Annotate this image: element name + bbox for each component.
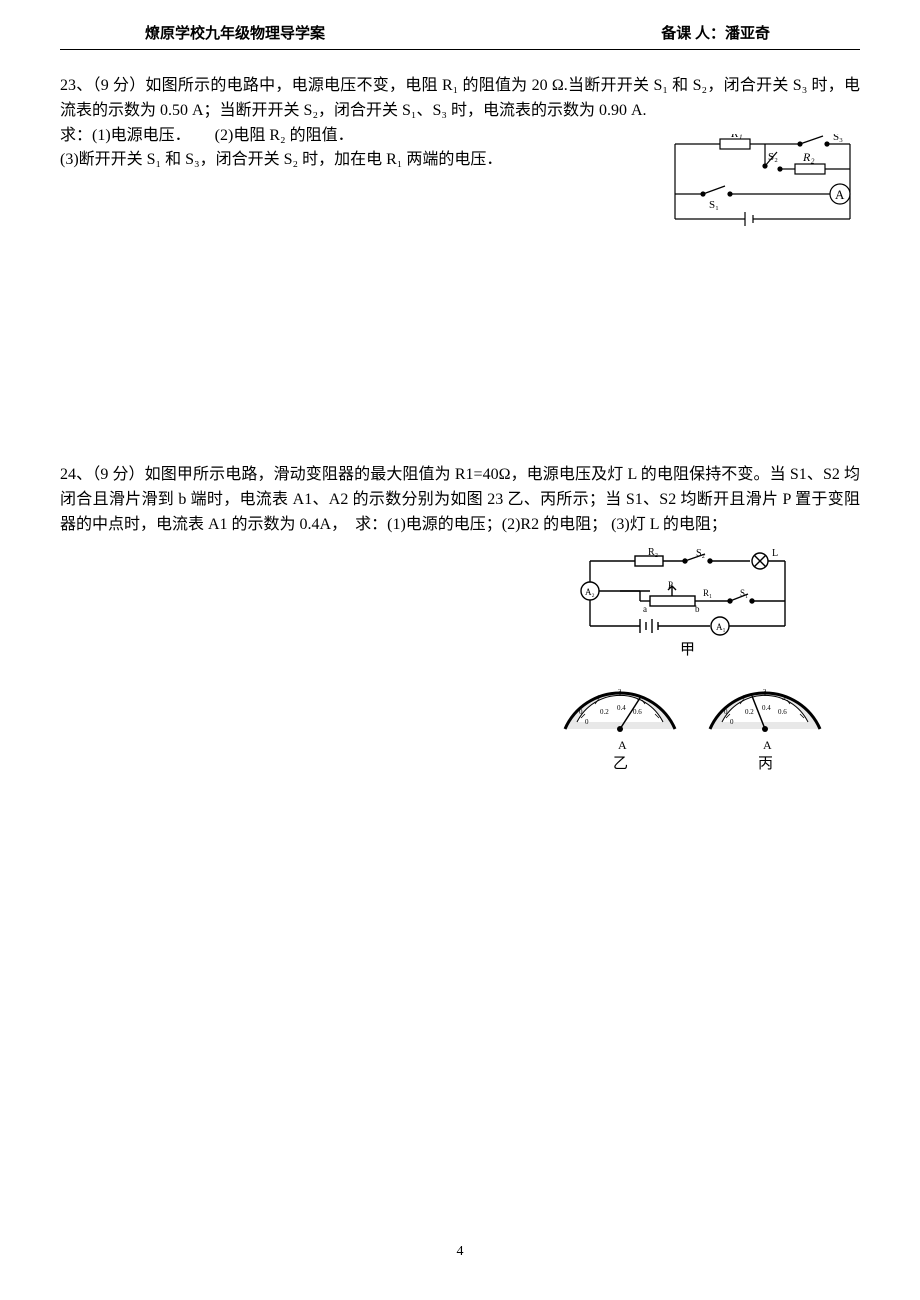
yi-t3: 3	[637, 694, 641, 702]
bing-t2: 2	[763, 688, 767, 696]
header-rule	[60, 49, 860, 50]
header-right: 备课 人：潘亚奇	[661, 22, 770, 43]
lbl-r2: R₂	[648, 547, 658, 558]
lbl-a1: A₁	[716, 622, 726, 632]
lbl-r1: R₁	[703, 588, 712, 598]
yi-unit: A	[618, 738, 627, 752]
header-left: 燎原学校九年级物理导学案	[145, 22, 325, 43]
bing-t3: 3	[782, 694, 786, 702]
lbl-jia: 甲	[680, 642, 695, 658]
lbl-yi: 乙	[613, 756, 628, 772]
lbl-b: b	[695, 604, 700, 614]
bing-s2: 0.4	[762, 704, 771, 712]
label-a: A	[835, 187, 845, 202]
label-s1: S₁	[709, 199, 719, 211]
q24-figure: R₂ S₂ L A₂ a b R₁ S₁ A₁ P 甲	[540, 546, 840, 786]
lbl-a2: A₂	[585, 587, 595, 597]
yi-t1: 1	[597, 694, 601, 702]
q23-circuit-diagram: R₁ S₃ S₂ R₂ S₁ A	[665, 134, 860, 234]
yi-s3: 0.6	[633, 708, 642, 716]
page-number: 4	[0, 1244, 920, 1260]
lbl-a: a	[643, 604, 647, 614]
yi-t2: 2	[618, 688, 622, 696]
bing-t0: 0	[724, 708, 728, 716]
label-r1: R₁	[730, 134, 743, 140]
question-23: 23、（9 分）如图所示的电路中，电源电压不变，电阻 R₁ 的阻值为 20 Ω.…	[60, 74, 860, 173]
q24-text: 24、（9 分）如图甲所示电路，滑动变阻器的最大阻值为 R1=40Ω，电源电压及…	[60, 463, 860, 537]
lbl-s1: S₁	[740, 588, 748, 598]
yi-s0: 0	[585, 718, 589, 726]
question-24: 24、（9 分）如图甲所示电路，滑动变阻器的最大阻值为 R1=40Ω，电源电压及…	[60, 463, 860, 794]
yi-s1: 0.2	[600, 708, 609, 716]
lbl-s2: S₂	[696, 548, 705, 559]
label-s3: S₃	[833, 134, 843, 143]
yi-t0: 0	[579, 708, 583, 716]
lbl-p: P	[668, 580, 673, 590]
q23-line1: 23、（9 分）如图所示的电路中，电源电压不变，电阻 R₁ 的阻值为 20 Ω.…	[60, 74, 860, 124]
bing-t1: 1	[742, 694, 746, 702]
yi-s2: 0.4	[617, 704, 626, 712]
label-s2: S₂	[768, 151, 778, 163]
page-header: 燎原学校九年级物理导学案 备课 人：潘亚奇	[60, 22, 860, 49]
bing-s0: 0	[730, 718, 734, 726]
bing-s3: 0.6	[778, 708, 787, 716]
label-r2: R₂	[802, 150, 815, 164]
lbl-L: L	[772, 548, 778, 559]
bing-s1: 0.2	[745, 708, 754, 716]
lbl-bing: 丙	[758, 756, 773, 772]
bing-unit: A	[763, 738, 772, 752]
